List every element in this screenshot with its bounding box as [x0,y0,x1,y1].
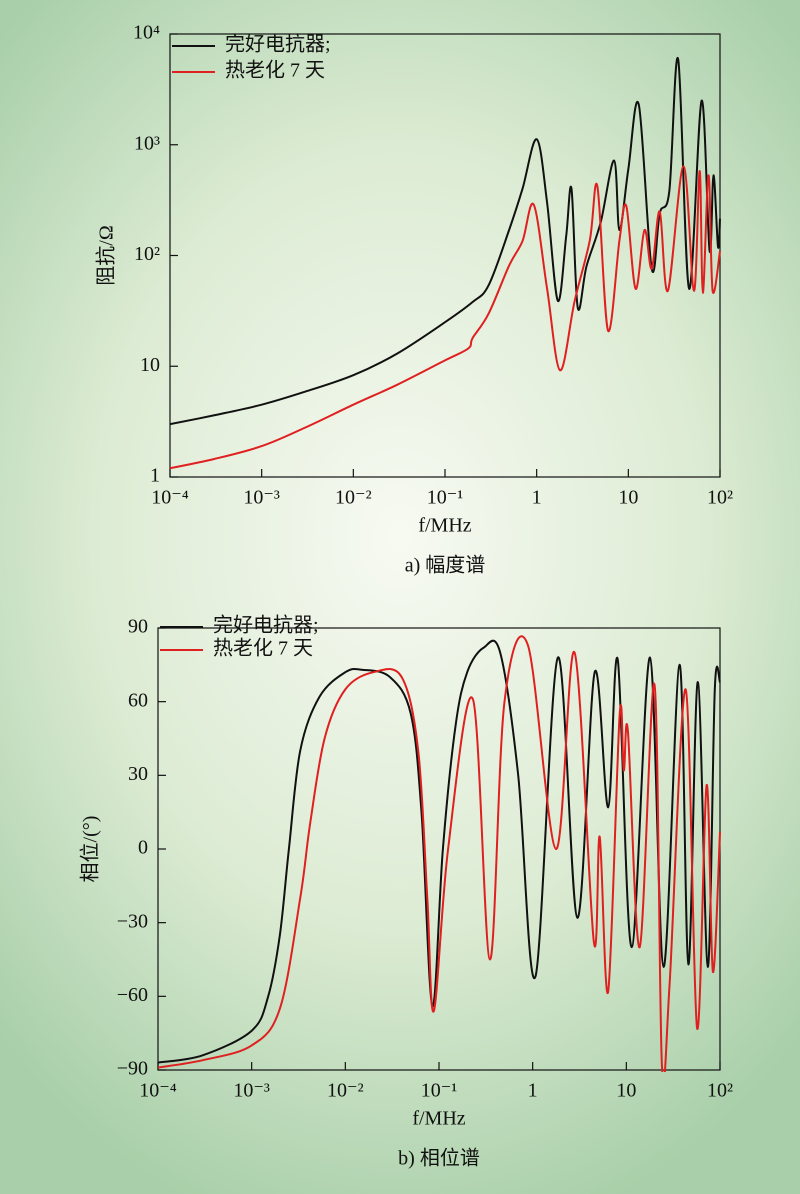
y-tick-label: −60 [117,984,148,1006]
y-axis-label: 相位/(°) [79,816,102,883]
y-tick-label: −90 [117,1058,148,1080]
plot-frame [157,627,721,1071]
legend-label: 完好电抗器; [213,614,319,637]
plot-frame [169,33,721,478]
x-tick-label: 10⁻² [335,487,372,509]
legend-label: 热老化 7 天 [213,637,313,660]
x-tick-label: 10⁻¹ [421,1080,458,1102]
y-tick-label: 10 [140,354,160,376]
plot-area [158,635,721,1072]
x-tick-label: 10⁻² [327,1080,364,1102]
y-tick-label: 10³ [134,132,160,154]
data-line [170,165,721,470]
x-tick-label: 10 [616,1080,636,1102]
y-tick-label: 10² [134,243,160,265]
x-tick-label: 10⁻⁴ [139,1080,177,1102]
y-tick-label: −30 [117,910,148,932]
y-tick-label: 0 [138,837,148,859]
y-tick-label: 30 [128,763,148,785]
y-tick-label: 60 [128,689,148,711]
x-axis-label: f/MHz [418,515,471,537]
x-tick-label: 10² [707,487,733,509]
chart-caption: a) 幅度谱 [405,554,486,577]
legend-label: 热老化 7 天 [225,59,325,82]
y-axis-label: 阻抗/Ω [95,225,118,285]
x-tick-label: 10² [707,1080,733,1102]
x-tick-label: 10⁻⁴ [151,487,189,509]
data-line [170,56,721,426]
y-tick-label: 1 [150,465,160,487]
x-tick-label: 1 [528,1080,538,1102]
y-tick-label: 10⁴ [133,22,160,44]
plot-area [170,56,721,470]
x-tick-label: 10 [618,487,638,509]
x-tick-label: 10⁻³ [243,487,280,509]
x-tick-label: 10⁻³ [233,1080,270,1102]
y-tick-label: 90 [128,616,148,638]
x-axis-label: f/MHz [412,1108,465,1130]
data-line [158,639,721,1064]
legend-label: 完好电抗器; [225,33,331,56]
x-tick-label: 10⁻¹ [427,487,464,509]
chart-caption: b) 相位谱 [398,1147,480,1170]
x-tick-label: 1 [532,487,542,509]
data-line [158,635,721,1072]
